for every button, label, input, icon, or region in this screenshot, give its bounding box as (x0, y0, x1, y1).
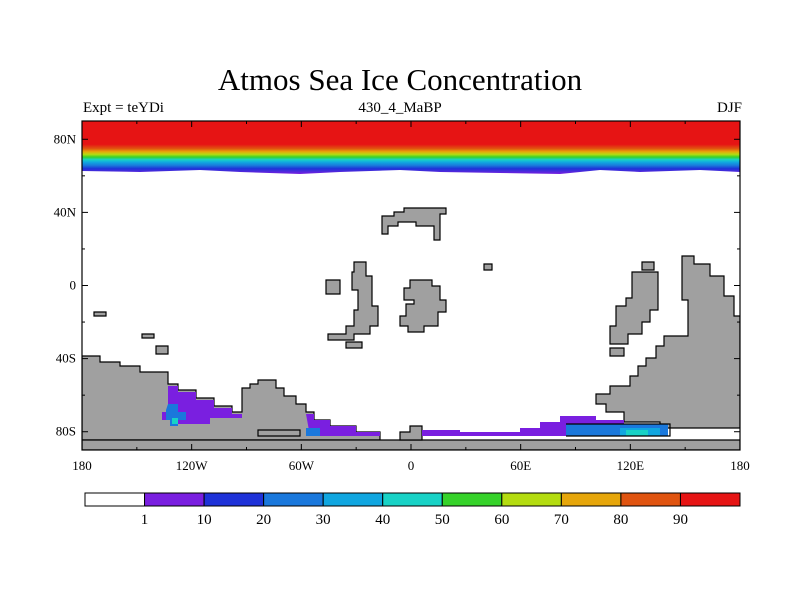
colorbar-swatch (441, 492, 503, 507)
land-north-continent (381, 207, 447, 241)
y-tick-label: 40S (56, 351, 76, 366)
land-east-continent (595, 255, 740, 429)
colorbar-label: 1 (141, 512, 149, 528)
land-equatorial-east (399, 279, 447, 333)
colorbar-label: 70 (554, 512, 569, 528)
land-antarctic-coast (566, 423, 671, 437)
colorbar-label: 30 (316, 512, 331, 528)
x-tick-label: 180 (730, 458, 750, 473)
colorbar-swatch (84, 492, 146, 507)
arctic-sea-ice (82, 121, 740, 174)
colorbar-swatch (560, 492, 622, 507)
y-tick-label: 40N (54, 204, 77, 219)
colorbar-label: 10 (197, 512, 212, 528)
colorbar-label: 40 (375, 512, 390, 528)
southern-sea-ice-east-core (626, 430, 648, 436)
colorbar-label: 20 (256, 512, 271, 528)
southern-sea-ice-center (306, 414, 380, 436)
land-island (155, 345, 169, 355)
land-island (93, 311, 107, 317)
colorbar: 1 10 20 30 40 50 60 70 80 90 (84, 492, 741, 528)
x-axis: 180 120W 60W 0 60E 120E 180 (72, 121, 750, 473)
period-label: 430_4_MaBP (358, 100, 442, 116)
colorbar-label: 50 (435, 512, 450, 528)
experiment-label: Expt = teYDi (83, 100, 164, 116)
land-island (609, 347, 625, 357)
colorbar-swatch (203, 492, 265, 507)
southern-sea-ice-center-core (306, 428, 320, 436)
colorbar-label: 60 (494, 512, 509, 528)
y-axis: 80N 40N 0 40S 80S (54, 131, 740, 439)
colorbar-label: 90 (673, 512, 688, 528)
land-island (141, 333, 155, 339)
x-tick-label: 0 (408, 458, 415, 473)
colorbar-swatch (620, 492, 681, 507)
x-tick-label: 120E (617, 458, 645, 473)
season-label: DJF (716, 100, 742, 116)
land-island (641, 261, 655, 271)
x-tick-label: 60W (289, 458, 315, 473)
y-tick-label: 80S (56, 424, 76, 439)
x-tick-label: 120W (176, 458, 209, 473)
land-island (483, 263, 493, 271)
x-tick-label: 180 (72, 458, 92, 473)
land-island (325, 279, 341, 295)
southern-sea-ice-west-core (166, 404, 186, 426)
y-tick-label: 0 (70, 278, 77, 293)
land-east-peninsula (609, 271, 659, 345)
colorbar-swatch (679, 492, 741, 507)
colorbar-swatch (322, 492, 384, 507)
colorbar-label: 80 (613, 512, 628, 528)
land-equatorial-west (327, 261, 379, 341)
colorbar-swatch (382, 492, 443, 507)
y-tick-label: 80N (54, 131, 77, 146)
land-antarctic-shelf (399, 425, 423, 441)
x-tick-label: 60E (510, 458, 531, 473)
colorbar-swatch (263, 492, 324, 507)
colorbar-swatch (501, 492, 562, 507)
southern-sea-ice-west-core (172, 418, 178, 424)
chart-title: Atmos Sea Ice Concentration (217, 62, 583, 97)
land-antarctic-coast (257, 429, 301, 437)
colorbar-swatch (144, 492, 205, 507)
land-equatorial-west (345, 341, 363, 349)
